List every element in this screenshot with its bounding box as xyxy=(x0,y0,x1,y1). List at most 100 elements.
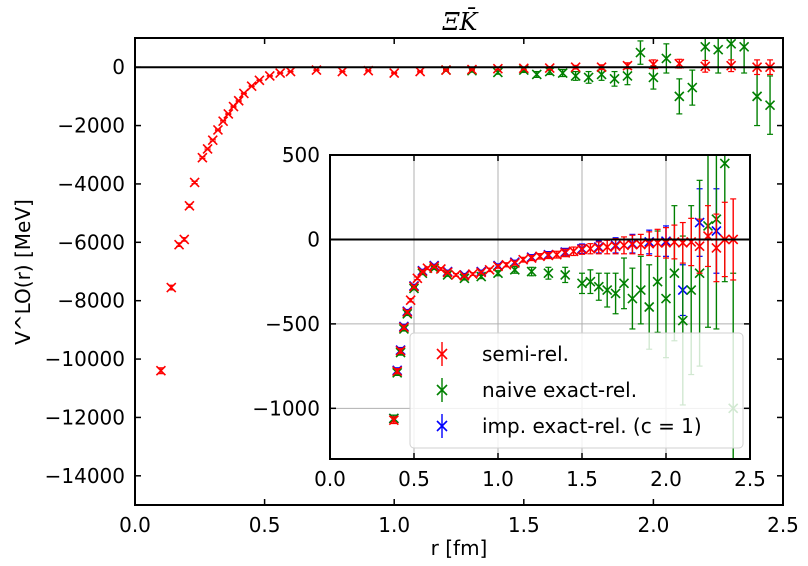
data-point xyxy=(467,269,478,280)
main-y-tick-label: −12000 xyxy=(45,405,125,429)
legend-box xyxy=(409,332,744,449)
data-point xyxy=(518,254,529,265)
data-point xyxy=(602,285,613,296)
data-point xyxy=(669,268,680,279)
main-x-tick-label: 2.0 xyxy=(637,513,669,537)
data-point xyxy=(492,261,504,272)
data-point xyxy=(674,91,685,102)
data-point xyxy=(398,322,409,333)
inset-y-tick-label: 500 xyxy=(282,143,320,167)
data-point xyxy=(526,266,537,277)
inset-chart: semi-rel. naive exact-rel. imp. exact-rel.… xyxy=(252,143,766,491)
data-point xyxy=(388,415,399,426)
inset-axis-ticks: 0.0 0.5 1.0 1.5 2.0 2.5 500 0 −500 −1000 xyxy=(252,143,766,491)
data-point xyxy=(238,88,249,99)
data-point xyxy=(610,288,621,299)
legend-entry: naive exact-rel. xyxy=(436,378,637,402)
data-point xyxy=(223,108,234,119)
main-x-tick-label: 1.5 xyxy=(508,513,540,537)
data-point xyxy=(593,281,604,292)
data-point xyxy=(254,75,265,86)
inset-y-tick-label: −500 xyxy=(265,312,320,336)
inset-y-tick-label: 0 xyxy=(307,227,320,251)
data-point xyxy=(551,249,562,260)
inset-plot-frame xyxy=(329,154,751,460)
data-point xyxy=(534,251,546,262)
data-point xyxy=(155,365,166,376)
data-point xyxy=(442,267,453,278)
data-point xyxy=(687,82,698,93)
data-point xyxy=(596,69,607,80)
data-point xyxy=(568,246,579,257)
data-point xyxy=(700,41,711,52)
data-point xyxy=(618,240,630,251)
data-point xyxy=(583,72,594,83)
data-point xyxy=(459,273,470,284)
data-point xyxy=(635,47,646,58)
inset-series-semi-rel- xyxy=(388,198,739,426)
main-x-tick-label: 1.0 xyxy=(378,513,410,537)
data-point xyxy=(726,38,737,49)
inset-x-tick-label: 0.5 xyxy=(398,467,430,491)
data-point xyxy=(417,266,428,277)
data-point xyxy=(412,273,423,284)
data-point xyxy=(627,293,638,304)
data-point xyxy=(694,241,705,252)
legend-marker xyxy=(436,420,448,432)
data-point xyxy=(644,238,655,249)
data-point xyxy=(285,66,296,77)
main-x-tick-label: 2.5 xyxy=(767,513,799,537)
data-point xyxy=(275,67,286,79)
data-point xyxy=(622,70,633,82)
data-point xyxy=(337,66,348,77)
data-point xyxy=(622,60,633,71)
data-point xyxy=(526,252,537,264)
chart-title: ΞK̄ xyxy=(442,8,480,36)
data-point xyxy=(593,242,604,253)
data-point xyxy=(576,278,588,289)
data-point xyxy=(233,95,244,106)
x-axis-title: r [fm] xyxy=(431,536,488,560)
data-point xyxy=(476,267,487,278)
data-point xyxy=(543,268,554,279)
legend-entry: imp. exact-rel. (c = 1) xyxy=(436,414,702,438)
data-point xyxy=(435,263,446,275)
data-point xyxy=(218,116,229,127)
main-chart: 0.0 0.5 1.0 1.5 2.0 2.5 0 −2000 −4000 −6000 −8000 −… xyxy=(11,8,799,560)
main-series-semi-rel- xyxy=(155,58,776,376)
data-point xyxy=(652,276,663,287)
data-point xyxy=(677,315,688,326)
data-point xyxy=(166,282,177,293)
data-point xyxy=(415,66,426,77)
legend-marker xyxy=(436,348,448,360)
data-point xyxy=(739,41,750,52)
main-y-tick-label: −2000 xyxy=(57,114,125,138)
data-point xyxy=(570,70,581,82)
data-point xyxy=(576,244,588,255)
main-y-tick-label: 0 xyxy=(112,55,125,79)
main-series-naive-exact-rel- xyxy=(440,37,776,135)
main-x-tick-label: 0.0 xyxy=(119,513,151,537)
data-point xyxy=(179,234,190,245)
main-plot-frame xyxy=(134,37,784,506)
data-point xyxy=(627,239,638,250)
data-point xyxy=(719,158,730,169)
data-point xyxy=(648,72,659,83)
data-point xyxy=(492,63,503,74)
legend-entry: semi-rel. xyxy=(436,342,569,366)
y-axis-title: V^LO(r) [MeV] xyxy=(11,199,35,345)
inset-x-tick-label: 2.0 xyxy=(650,467,682,491)
data-point xyxy=(618,278,630,289)
data-point xyxy=(635,239,646,250)
data-point xyxy=(405,295,416,306)
data-point xyxy=(635,285,646,296)
legend-label: semi-rel. xyxy=(482,342,569,366)
data-point xyxy=(602,241,613,253)
main-y-tick-label: −4000 xyxy=(57,172,125,196)
main-y-tick-label: −10000 xyxy=(45,347,125,371)
data-point xyxy=(207,135,218,146)
data-point xyxy=(543,250,554,261)
data-point xyxy=(560,269,571,280)
data-point xyxy=(197,152,208,163)
